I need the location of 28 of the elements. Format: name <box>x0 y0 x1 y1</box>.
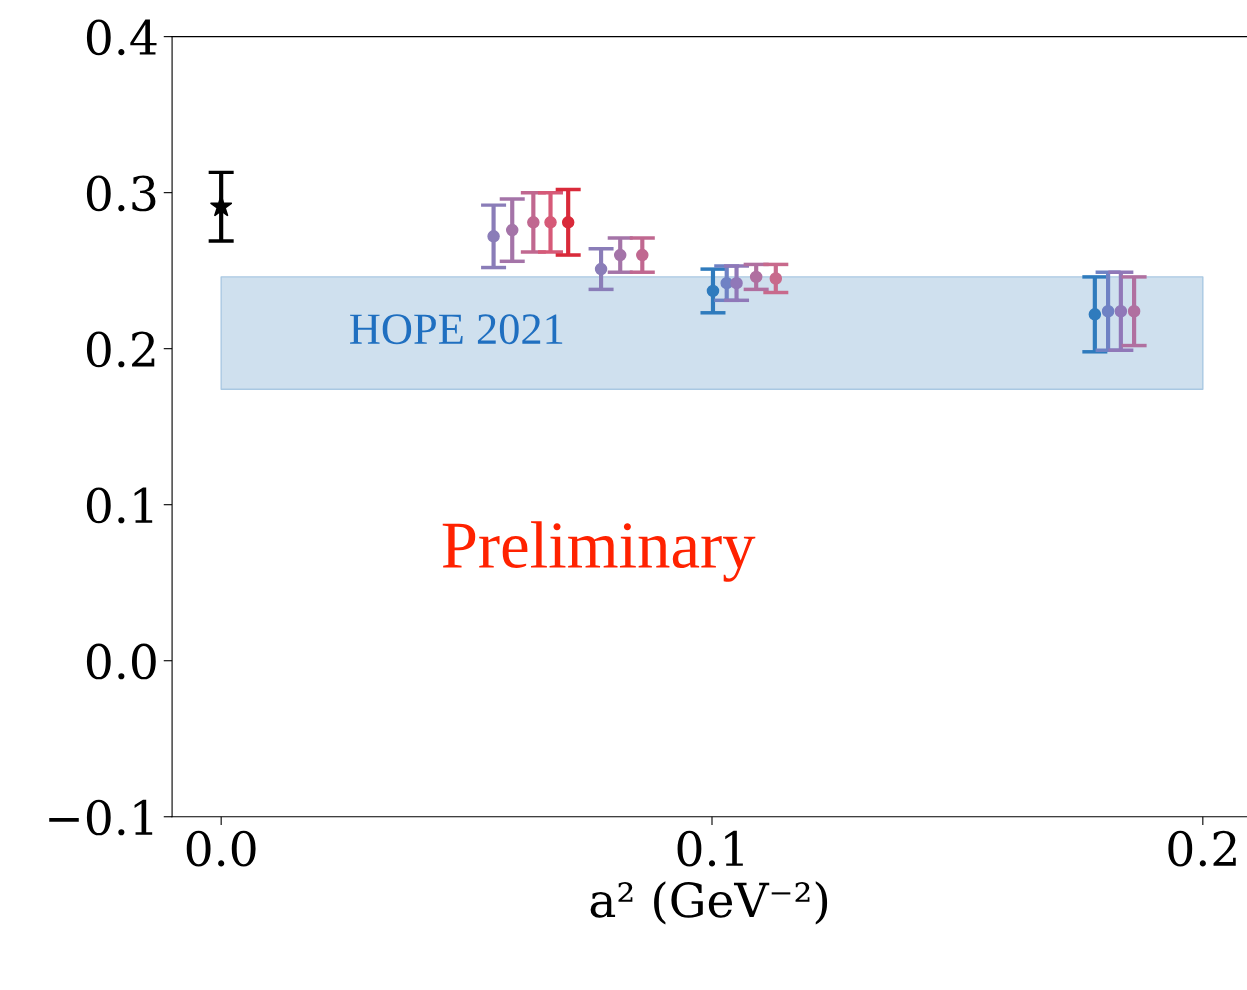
y-tick-label: 0.4 <box>86 19 157 56</box>
y-tick-label: 0.3 <box>86 175 156 212</box>
y-tick-label: −0.1 <box>49 799 153 836</box>
point <box>544 216 557 229</box>
x-tick-label: 0.2 <box>1168 830 1236 867</box>
point <box>1101 304 1115 318</box>
point <box>749 270 763 284</box>
point <box>487 230 500 243</box>
point <box>505 223 519 237</box>
point <box>1114 304 1128 318</box>
band-label: HOPE 2021 <box>350 314 563 345</box>
point <box>561 216 575 229</box>
point <box>1088 308 1102 321</box>
x-tick-label: 0.0 <box>186 830 256 867</box>
x-tick-label: 0.1 <box>677 830 743 867</box>
y-tick-label: 0.2 <box>86 331 155 368</box>
point <box>730 276 743 290</box>
y-tick-label: 0.0 <box>86 643 156 680</box>
point <box>636 248 649 262</box>
x-axis-title: a² (GeV⁻²) <box>590 881 828 925</box>
y-tick-label: 0.1 <box>86 487 153 524</box>
point <box>594 262 608 276</box>
point <box>613 248 627 262</box>
point <box>769 272 783 285</box>
point <box>527 216 540 229</box>
point <box>1127 304 1141 318</box>
annotation: Preliminary <box>442 521 756 582</box>
point <box>706 284 720 298</box>
